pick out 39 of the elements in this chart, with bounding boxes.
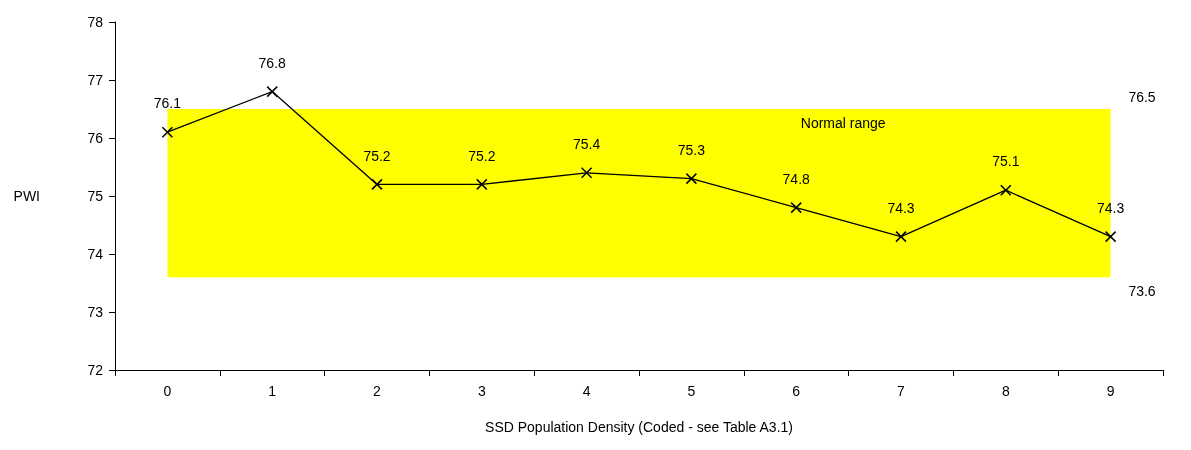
text: 76.5 — [1128, 89, 1156, 105]
x-tick-label: 1 — [268, 383, 277, 399]
x-axis-title: SSD Population Density (Coded - see Table A3.1) — [485, 419, 793, 435]
data-label: 75.2 — [363, 147, 391, 164]
y-tick-label: 72 — [87, 362, 104, 378]
point — [580, 167, 593, 179]
point — [476, 178, 488, 191]
y-tick-label: 77 — [87, 72, 104, 88]
data-label: 74.8 — [782, 170, 811, 187]
y-tick-label: 75 — [87, 188, 104, 204]
data-label: 75.1 — [992, 153, 1020, 170]
point — [895, 230, 907, 243]
x-tick-label: 4 — [582, 383, 591, 399]
band-label: Normal range — [800, 115, 886, 131]
x-tick-label: 3 — [477, 383, 486, 399]
y-tick-label: 74 — [87, 246, 104, 262]
data-label: 74.3 — [887, 199, 915, 216]
y-tick-label: 76 — [87, 130, 104, 146]
data-label: 75.2 — [468, 147, 496, 164]
point — [1000, 184, 1012, 196]
y-tick-label: 73 — [87, 304, 104, 320]
point — [790, 201, 802, 214]
data-label: 76.1 — [153, 95, 182, 112]
data-label: 76.8 — [258, 54, 287, 71]
text: 73.6 — [1128, 283, 1156, 300]
x-tick-label: 0 — [163, 383, 172, 399]
data-label: 75.4 — [572, 136, 601, 153]
point — [685, 172, 698, 185]
x-tick-label: 9 — [1106, 383, 1115, 399]
y-tick-label: 78 — [87, 14, 104, 30]
x-tick-label: 6 — [792, 383, 801, 399]
x-tick-label: 8 — [1001, 383, 1010, 399]
x-tick-label: 5 — [687, 383, 696, 399]
point — [266, 85, 278, 98]
data-label: 75.3 — [677, 141, 706, 158]
point — [371, 178, 383, 191]
y-axis-title: PWI — [13, 188, 40, 204]
x-tick-label: 2 — [373, 383, 382, 399]
x-tick-label: 7 — [897, 383, 906, 399]
